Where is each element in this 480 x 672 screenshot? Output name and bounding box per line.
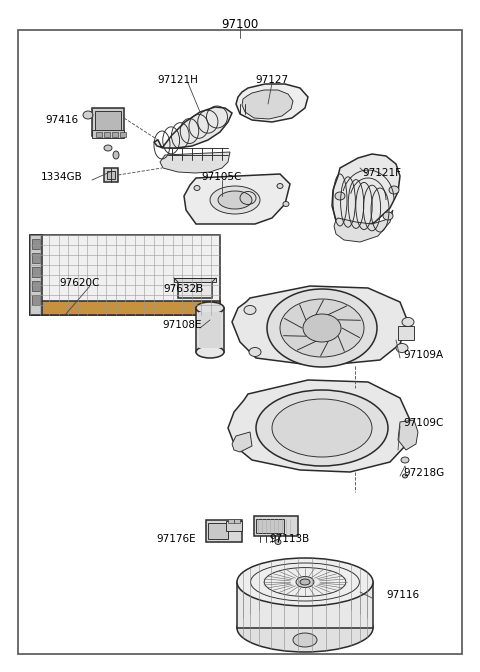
Text: 97121H: 97121H [157, 75, 198, 85]
Text: 97632B: 97632B [163, 284, 203, 294]
Ellipse shape [401, 457, 409, 463]
Bar [92, 108, 124, 136]
Ellipse shape [237, 604, 373, 652]
Ellipse shape [300, 579, 310, 585]
Polygon shape [232, 432, 252, 452]
Ellipse shape [194, 185, 200, 190]
Bar [32, 267, 40, 277]
Ellipse shape [249, 347, 261, 357]
Bar [95, 111, 121, 133]
Ellipse shape [293, 633, 317, 647]
Text: 97105C: 97105C [202, 172, 242, 182]
Bar [256, 519, 284, 533]
Bar [398, 326, 414, 340]
Ellipse shape [237, 558, 373, 606]
Ellipse shape [113, 151, 119, 159]
Ellipse shape [283, 202, 289, 206]
Ellipse shape [210, 186, 260, 214]
Text: 97108E: 97108E [162, 320, 202, 330]
Bar [30, 301, 220, 315]
Ellipse shape [335, 192, 345, 200]
Bar [234, 519, 240, 523]
Bar [120, 132, 126, 137]
Ellipse shape [280, 299, 364, 357]
Text: 97113B: 97113B [270, 534, 310, 544]
Ellipse shape [275, 540, 281, 544]
Bar [104, 168, 118, 182]
Ellipse shape [83, 111, 93, 119]
Polygon shape [237, 582, 373, 628]
Bar [199, 312, 221, 348]
Ellipse shape [267, 289, 377, 367]
Bar [32, 295, 40, 305]
Bar [107, 171, 115, 179]
Ellipse shape [303, 314, 341, 342]
Ellipse shape [396, 343, 408, 353]
Text: 97416: 97416 [46, 115, 79, 125]
Bar [206, 520, 242, 542]
Polygon shape [228, 380, 410, 472]
Text: 97218G: 97218G [403, 468, 444, 478]
Ellipse shape [296, 577, 314, 587]
Ellipse shape [196, 302, 224, 314]
Polygon shape [232, 286, 408, 366]
Ellipse shape [104, 145, 112, 151]
Text: 97176E: 97176E [156, 534, 196, 544]
Bar [208, 523, 228, 539]
Bar [32, 281, 40, 291]
Text: 97127: 97127 [255, 75, 288, 85]
Polygon shape [332, 154, 400, 230]
Bar [104, 132, 110, 137]
Polygon shape [236, 84, 308, 122]
Bar [174, 278, 216, 282]
Bar [30, 235, 42, 315]
Polygon shape [160, 152, 230, 173]
Bar [254, 516, 298, 536]
Ellipse shape [277, 183, 283, 189]
Polygon shape [398, 420, 418, 450]
Text: 97100: 97100 [221, 18, 259, 31]
Bar [226, 521, 242, 531]
Ellipse shape [403, 474, 408, 478]
Text: 97109C: 97109C [403, 418, 444, 428]
Bar [32, 239, 40, 249]
Bar [96, 132, 102, 137]
Bar [112, 132, 118, 137]
Ellipse shape [218, 191, 252, 209]
Polygon shape [154, 107, 232, 148]
Ellipse shape [389, 186, 399, 194]
Text: 97109A: 97109A [403, 350, 443, 360]
Ellipse shape [196, 346, 224, 358]
Text: 1334GB: 1334GB [41, 172, 83, 182]
Polygon shape [184, 174, 290, 224]
Ellipse shape [244, 306, 256, 314]
Ellipse shape [256, 390, 388, 466]
Bar [196, 308, 224, 352]
Text: 97121F: 97121F [362, 168, 401, 178]
Polygon shape [334, 210, 393, 242]
Text: 97620C: 97620C [60, 278, 100, 288]
Bar [92, 130, 124, 138]
Ellipse shape [352, 388, 358, 392]
Ellipse shape [272, 399, 372, 457]
Ellipse shape [402, 317, 414, 327]
Text: 97116: 97116 [386, 590, 419, 600]
Bar [30, 235, 220, 315]
Polygon shape [242, 90, 293, 119]
Bar [32, 253, 40, 263]
Bar [178, 282, 212, 298]
Ellipse shape [383, 212, 393, 220]
Bar [228, 519, 234, 523]
